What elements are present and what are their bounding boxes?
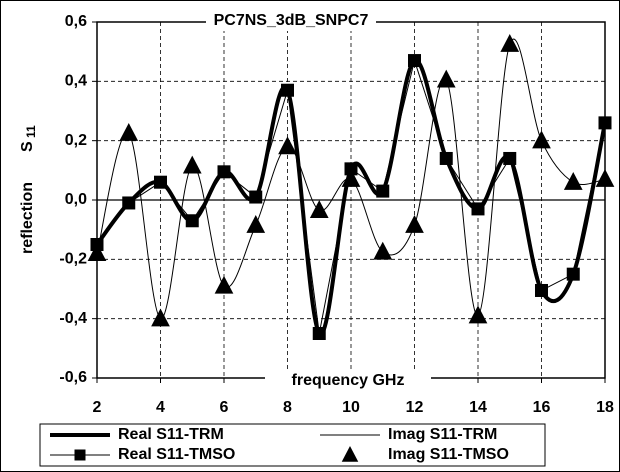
x-tick-label: 8	[283, 399, 292, 416]
marker-square	[439, 151, 453, 165]
y-axis-symbol: S	[19, 141, 36, 152]
marker-square	[281, 83, 294, 97]
marker-triangle	[309, 200, 329, 219]
y-tick-label: 0,6	[65, 13, 87, 30]
y-tick-label: -0,6	[59, 369, 87, 386]
marker-square	[408, 54, 421, 68]
marker-triangle	[468, 305, 488, 324]
marker-triangle	[405, 215, 424, 233]
marker-square	[312, 327, 326, 340]
marker-square	[566, 267, 580, 281]
marker-triangle	[532, 130, 551, 149]
legend-label: Imag S11-TRM	[388, 426, 497, 443]
marker-square	[471, 202, 485, 216]
marker-triangle	[341, 169, 361, 187]
x-tick-label: 10	[342, 399, 360, 416]
y-axis-subscript: 11	[24, 125, 38, 138]
x-tick-label: 4	[156, 399, 165, 416]
marker-square	[185, 214, 199, 228]
marker-square	[376, 184, 390, 198]
chart-title: PC7NS_3dB_SNPC7	[214, 12, 369, 29]
title-bg	[206, 11, 376, 31]
y-tick-label: 0,4	[65, 73, 87, 90]
legend-label: Real S11-TRM	[118, 426, 224, 443]
x-tick-label: 18	[596, 399, 614, 416]
marker-square	[217, 165, 231, 179]
marker-triangle	[436, 69, 456, 88]
marker-triangle	[119, 123, 139, 141]
marker-triangle	[563, 172, 583, 190]
marker-square	[535, 283, 548, 297]
marker-square	[344, 162, 358, 176]
x-tick-label: 2	[93, 399, 102, 416]
x-axis-label: frequency GHz	[292, 372, 405, 389]
y-tick-label: -0,4	[59, 310, 87, 327]
marker-triangle	[182, 155, 202, 174]
marker-triangle	[246, 215, 266, 233]
x-tick-label: 12	[406, 399, 424, 416]
legend-box	[39, 423, 546, 467]
marker-square	[122, 196, 136, 210]
marker-triangle	[500, 34, 520, 52]
marker-triangle	[373, 241, 393, 260]
marker-triangle	[87, 243, 107, 262]
marker-square	[154, 175, 167, 189]
y-tick-label: 0,2	[65, 132, 87, 149]
x-tick-label: 6	[220, 399, 229, 416]
marker-triangle	[214, 275, 234, 294]
legend-label: Imag S11-TMSO	[388, 446, 509, 463]
marker-triangle	[278, 136, 297, 155]
x-tick-label: 16	[533, 399, 551, 416]
marker-square	[503, 151, 517, 165]
x-tick-label: 14	[469, 399, 487, 416]
legend: Real S11-TRM Imag S11-TRM Real S11-TMSO Ima…	[50, 426, 509, 463]
marker-square	[598, 116, 612, 130]
y-axis-label: reflection S 11	[19, 125, 38, 254]
markers	[87, 34, 615, 340]
marker-triangle	[595, 169, 615, 187]
y-tick-label: -0,2	[59, 251, 87, 268]
marker-square	[74, 449, 86, 461]
marker-triangle	[341, 446, 359, 462]
marker-square	[249, 190, 263, 204]
y-axis-label-text: reflection	[19, 182, 36, 254]
x-label-bg	[265, 370, 431, 390]
y-tick-label: 0,0	[65, 191, 87, 208]
legend-label: Real S11-TMSO	[118, 446, 235, 463]
marker-triangle	[151, 308, 170, 327]
